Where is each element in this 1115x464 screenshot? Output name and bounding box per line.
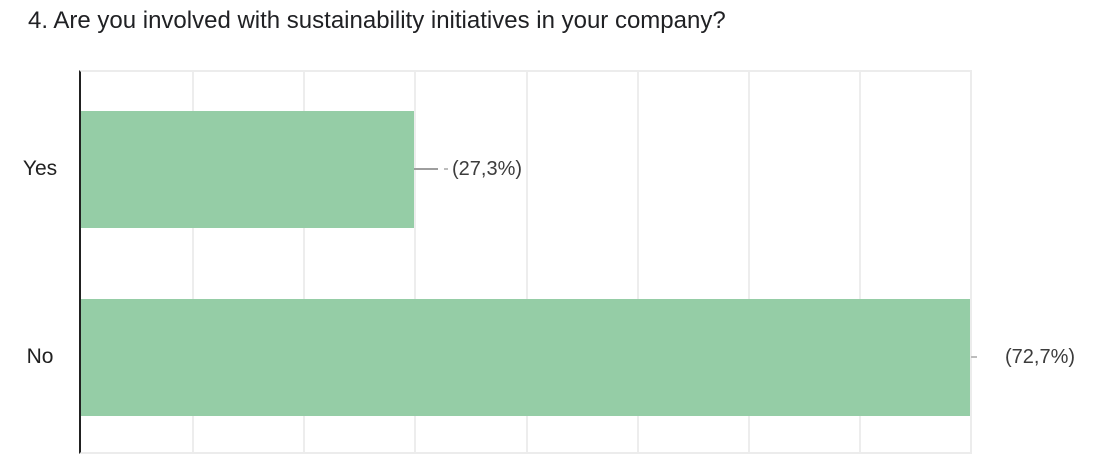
gridline xyxy=(303,72,306,452)
category-label-yes: Yes xyxy=(22,157,58,180)
gridline xyxy=(525,72,528,452)
gridline xyxy=(858,72,861,452)
plot-area xyxy=(79,70,972,454)
bar-yes xyxy=(81,111,415,228)
gridline xyxy=(747,72,750,452)
gridline xyxy=(414,72,417,452)
leader-line-yes xyxy=(414,168,438,170)
bar-no xyxy=(81,299,970,416)
leader-line-no xyxy=(971,356,977,358)
gridline xyxy=(192,72,195,452)
value-label-yes: (27,3%) xyxy=(452,158,523,180)
leader-line-yes-dot xyxy=(444,168,448,170)
category-label-no: No xyxy=(26,345,54,368)
gridline xyxy=(636,72,639,452)
chart-title: 4. Are you involved with sustainability … xyxy=(28,7,726,34)
value-label-no: (72,7%) xyxy=(1005,346,1076,368)
